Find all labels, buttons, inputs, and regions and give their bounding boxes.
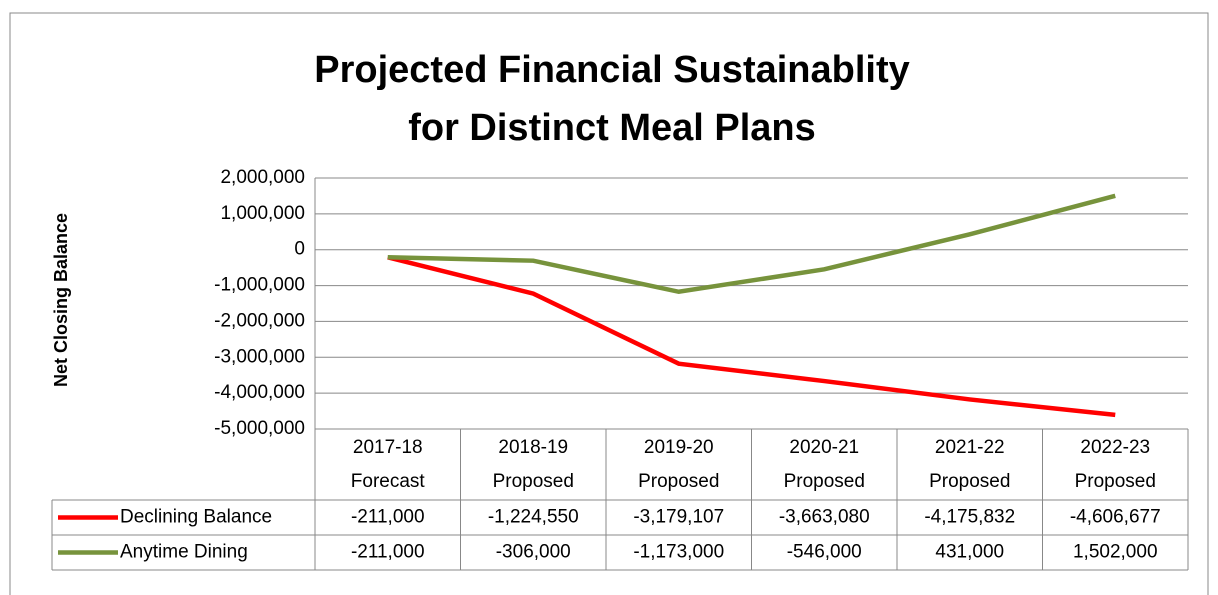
x-tick-label: 2018-19 Proposed xyxy=(493,437,574,492)
table-value: 431,000 xyxy=(935,542,1004,563)
chart-title: Projected Financial Sustainablity xyxy=(314,49,910,91)
table-value: -3,663,080 xyxy=(779,507,870,528)
line-series xyxy=(387,255,1116,418)
table-value: -3,179,107 xyxy=(633,507,724,528)
line-series xyxy=(387,193,1116,295)
x-tick-label: 2021-22 Proposed xyxy=(929,437,1010,492)
y-tick-label: -1,000,000 xyxy=(214,275,305,296)
legend-label: Declining Balance xyxy=(120,507,272,528)
y-tick-label: 0 xyxy=(294,239,305,260)
y-tick-label: -3,000,000 xyxy=(214,346,305,367)
table-value: -4,606,677 xyxy=(1070,507,1161,528)
x-tick-label: 2020-21 Proposed xyxy=(784,437,865,492)
y-axis-title: Net Closing Balance xyxy=(51,213,71,387)
y-tick-label: -4,000,000 xyxy=(214,382,305,403)
y-tick-label: 1,000,000 xyxy=(220,203,305,224)
table-value: -211,000 xyxy=(351,507,425,528)
y-tick-label: -2,000,000 xyxy=(214,310,305,331)
table-value: -1,173,000 xyxy=(633,542,724,563)
chart-border xyxy=(9,12,1209,595)
table-value: -4,175,832 xyxy=(924,507,1015,528)
table-value: 1,502,000 xyxy=(1073,542,1158,563)
table-value: -546,000 xyxy=(787,542,862,563)
chart-title: for Distinct Meal Plans xyxy=(408,107,816,149)
table-value: -211,000 xyxy=(351,542,425,563)
x-tick-label: 2017-18 Forecast xyxy=(351,437,426,492)
x-tick-label: 2019-20 Proposed xyxy=(638,437,719,492)
table-value: -1,224,550 xyxy=(488,507,579,528)
legend-label: Anytime Dining xyxy=(120,542,248,563)
x-tick-label: 2022-23 Proposed xyxy=(1075,437,1156,492)
table-value: -306,000 xyxy=(496,542,571,563)
y-tick-label: 2,000,000 xyxy=(220,167,305,188)
y-tick-label: -5,000,000 xyxy=(214,418,305,439)
